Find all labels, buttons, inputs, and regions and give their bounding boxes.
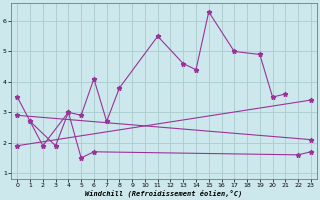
X-axis label: Windchill (Refroidissement éolien,°C): Windchill (Refroidissement éolien,°C) [85, 190, 243, 197]
